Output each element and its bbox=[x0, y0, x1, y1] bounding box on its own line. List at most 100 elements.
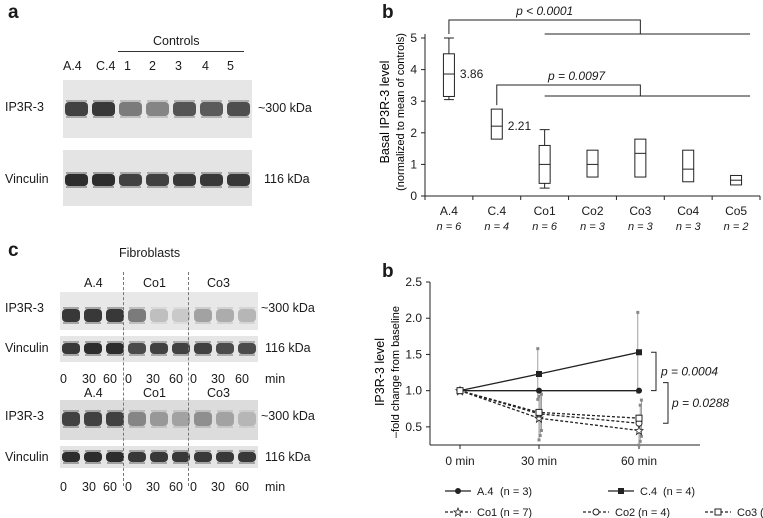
blot-c1-ip3r3-band bbox=[216, 309, 234, 322]
lane-label: 2 bbox=[149, 59, 156, 73]
legend-n: (n = 3) bbox=[500, 486, 532, 498]
box-category-label: C.4 bbox=[487, 204, 506, 218]
blot-a-vinc-band bbox=[200, 174, 223, 186]
time-label: 0 bbox=[125, 372, 132, 386]
blot-c1-vinc-band bbox=[106, 343, 124, 354]
blot-a-vinc-band-halo bbox=[228, 172, 249, 174]
data-point-C.4 bbox=[536, 371, 542, 378]
time-label: 0 bbox=[60, 372, 67, 386]
line-ytick-label: 0.5 bbox=[405, 420, 422, 434]
data-point-Co1 bbox=[633, 425, 645, 436]
blot-c2-ip3r3-band bbox=[194, 412, 212, 426]
blot-a-vinc-band bbox=[65, 174, 88, 186]
blot-a-ip3r3-band-halo bbox=[93, 100, 114, 102]
blot-c1-ip3r3-band-halo bbox=[129, 322, 145, 324]
legend-marker bbox=[618, 488, 624, 494]
blot-c1-ip3r3-band-halo bbox=[107, 322, 123, 324]
blot-c2-vinc-band-halo bbox=[151, 450, 167, 452]
blot-a-ip3r3-band-halo bbox=[201, 100, 222, 102]
data-point-Co3 bbox=[456, 387, 464, 395]
box-ytick-label: 3 bbox=[410, 94, 417, 108]
blot-c1-ip3r3-band-halo bbox=[151, 322, 167, 324]
box-ytick-label: 1 bbox=[410, 157, 417, 171]
vinculin-label-a: Vinculin bbox=[5, 172, 49, 186]
line-x-label: 60 min bbox=[621, 454, 657, 468]
blot-c2-vinc-band-halo bbox=[107, 450, 123, 452]
legend-marker bbox=[714, 508, 722, 516]
group-label: Co3 bbox=[207, 386, 230, 400]
panel-a-label: a bbox=[8, 2, 19, 23]
panel-b-label-bottom: b bbox=[382, 261, 394, 282]
legend-n: (n = 4) bbox=[638, 507, 670, 518]
error-cap bbox=[539, 429, 543, 433]
time-label: 30 bbox=[211, 480, 225, 494]
blot-c1-ip3r3-band bbox=[128, 309, 146, 322]
legend-name: Co2 bbox=[615, 507, 635, 518]
blot-a-ip3r3-band bbox=[227, 102, 250, 116]
lane-label: A.4 bbox=[63, 59, 82, 73]
error-cap bbox=[536, 347, 540, 351]
blot-a-ip3r3-svg bbox=[63, 80, 252, 138]
blot-a-vinc-band-halo bbox=[228, 186, 249, 188]
line-ytick-label: 1.5 bbox=[405, 347, 422, 361]
blot-a-vinc-band bbox=[146, 174, 169, 186]
blot-c1-vinc-band-halo bbox=[239, 354, 255, 356]
blot-c1-vinc-band bbox=[172, 343, 190, 354]
blot-a-vinc-band bbox=[227, 174, 250, 186]
blot-c1-vinc-band-halo bbox=[107, 354, 123, 356]
legend-name: Co1 bbox=[477, 507, 497, 518]
lane-label: 1 bbox=[124, 59, 131, 73]
blot-c2-vinc-band bbox=[106, 452, 124, 462]
error-cap bbox=[539, 392, 543, 396]
box-iqr bbox=[442, 53, 455, 97]
blot-c1-vinc-band-halo bbox=[217, 341, 233, 343]
blot-c1-ip3r3-band bbox=[106, 309, 124, 322]
box-n-label: n = 3 bbox=[580, 221, 606, 233]
series-line-Co2 bbox=[459, 390, 640, 424]
blot-c2-ip3r3-band-halo bbox=[85, 426, 101, 428]
error-cap bbox=[639, 434, 643, 438]
vinculin-label-c: Vinculin bbox=[5, 341, 49, 355]
blot-c1-vinc-band-halo bbox=[151, 354, 167, 356]
blot-c1-ip3r3-band-halo bbox=[85, 307, 101, 309]
blot-c1-ip3r3-band-halo bbox=[173, 322, 189, 324]
sig-bracket-3 bbox=[651, 351, 657, 392]
p-value-3: p = 0.0004 bbox=[660, 364, 718, 378]
box-plot-chart: Basal IP3R-3 level (normalized to mean o… bbox=[378, 4, 761, 233]
legend-n: (n = 3) bbox=[760, 507, 763, 518]
series-line-Co3 bbox=[459, 390, 640, 419]
blot-c2-ip3r3-band-halo bbox=[129, 426, 145, 428]
blot-a-ip3r3-band-halo bbox=[174, 116, 195, 118]
blot-c1-vinc-band-halo bbox=[129, 354, 145, 356]
line-ylabel-2: –fold change from baseline bbox=[390, 306, 402, 438]
error-cap bbox=[536, 397, 540, 401]
blot-c1-vinc-band-halo bbox=[85, 354, 101, 356]
western-blot-ip3r3-a bbox=[63, 80, 252, 138]
box-iqr bbox=[586, 149, 599, 178]
p-value-2: p = 0.0097 bbox=[547, 69, 606, 83]
vinculin-size-c: 116 kDa bbox=[265, 341, 311, 355]
blot-c2-ip3r3-svg bbox=[60, 400, 258, 440]
box-ylabel-1: Basal IP3R-3 level bbox=[378, 61, 392, 164]
box-n-label: n = 6 bbox=[437, 221, 463, 233]
blot-a-ip3r3-band-halo bbox=[228, 116, 249, 118]
blot-c1-ip3r3-band-halo bbox=[195, 322, 211, 324]
blot-a-ip3r3-band-halo bbox=[228, 100, 249, 102]
time-label: 0 bbox=[60, 480, 67, 494]
vinculin-label-c: Vinculin bbox=[5, 450, 49, 464]
ip3r3-label-c: IP3R-3 bbox=[5, 409, 44, 423]
blot-a-ip3r3-band bbox=[146, 102, 169, 116]
time-course-line-chart: IP3R-3 level –fold change from baseline … bbox=[373, 275, 763, 518]
lane-label: 4 bbox=[202, 59, 209, 73]
blot-c1-ip3r3-band bbox=[172, 309, 190, 322]
blot-a-ip3r3-band-halo bbox=[66, 116, 87, 118]
blot-c2-ip3r3-band-halo bbox=[239, 410, 255, 412]
line-ytick-label: 1.0 bbox=[405, 384, 422, 398]
blot-c1-vinc-band-halo bbox=[173, 354, 189, 356]
blot-c1-ip3r3-band-halo bbox=[195, 307, 211, 309]
controls-label: Controls bbox=[153, 34, 200, 48]
time-unit: min bbox=[265, 480, 286, 494]
panel-c-label: c bbox=[8, 240, 19, 261]
time-label: 0 bbox=[190, 372, 197, 386]
blot-c2-ip3r3-band-halo bbox=[195, 410, 211, 412]
